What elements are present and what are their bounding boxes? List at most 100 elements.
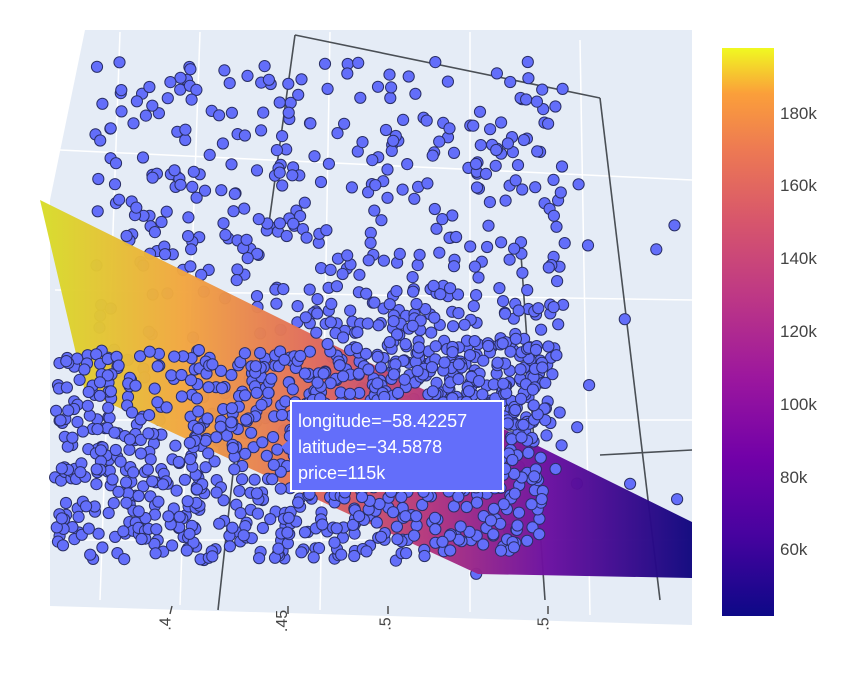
scatter-point[interactable]	[361, 317, 374, 330]
scatter-point[interactable]	[468, 335, 481, 348]
scatter-point[interactable]	[444, 544, 457, 557]
scatter-point[interactable]	[375, 214, 388, 227]
scatter-point[interactable]	[399, 510, 412, 523]
scatter-point[interactable]	[346, 518, 360, 532]
scatter-point[interactable]	[477, 354, 490, 367]
scatter-point[interactable]	[226, 442, 239, 455]
scatter-point[interactable]	[428, 311, 441, 324]
scatter-point[interactable]	[276, 130, 289, 143]
scatter-point[interactable]	[250, 290, 264, 303]
scatter-point[interactable]	[123, 443, 136, 456]
scatter-point[interactable]	[479, 167, 493, 180]
scatter-point[interactable]	[330, 522, 343, 535]
scatter-point[interactable]	[393, 247, 406, 260]
scatter-point[interactable]	[168, 350, 181, 363]
scatter-point[interactable]	[477, 538, 490, 551]
scatter-point[interactable]	[487, 502, 500, 515]
scatter-point[interactable]	[401, 158, 414, 171]
scatter-point[interactable]	[536, 361, 549, 374]
scatter-point[interactable]	[225, 416, 238, 429]
scatter-point[interactable]	[54, 414, 67, 427]
scatter-point[interactable]	[320, 224, 333, 237]
scatter-point[interactable]	[213, 517, 226, 530]
scatter-point[interactable]	[225, 368, 238, 382]
scatter-point[interactable]	[490, 67, 503, 80]
scatter-point[interactable]	[73, 373, 86, 386]
scatter-point[interactable]	[132, 505, 145, 518]
scatter-point[interactable]	[549, 100, 562, 113]
scatter-point[interactable]	[257, 106, 270, 119]
scatter-point[interactable]	[93, 376, 107, 389]
scatter-point[interactable]	[248, 473, 261, 486]
scatter-point[interactable]	[436, 213, 449, 226]
scatter-point[interactable]	[463, 525, 476, 539]
scatter-point[interactable]	[291, 300, 304, 313]
scatter-point[interactable]	[371, 80, 385, 93]
scatter-point[interactable]	[618, 313, 631, 326]
scatter-point[interactable]	[139, 109, 152, 122]
scatter-point[interactable]	[255, 398, 268, 411]
scatter-point[interactable]	[273, 96, 286, 109]
scatter-point[interactable]	[381, 191, 394, 204]
scatter-point[interactable]	[529, 181, 542, 194]
scatter-point[interactable]	[280, 229, 293, 243]
scatter-point[interactable]	[624, 477, 637, 490]
scatter-point[interactable]	[129, 379, 142, 392]
scatter-point[interactable]	[571, 421, 584, 434]
scatter-point[interactable]	[165, 369, 178, 382]
scatter-point[interactable]	[210, 486, 223, 499]
scatter-point[interactable]	[433, 246, 446, 259]
scatter-point[interactable]	[512, 506, 526, 519]
scatter-point[interactable]	[225, 402, 238, 415]
scatter-point[interactable]	[146, 99, 159, 112]
scatter-point[interactable]	[102, 506, 115, 520]
scatter-point[interactable]	[130, 201, 143, 214]
scatter-point[interactable]	[336, 267, 349, 281]
scatter-point[interactable]	[499, 307, 512, 320]
scatter-point[interactable]	[484, 514, 498, 527]
scatter-point[interactable]	[427, 279, 440, 292]
scatter-point[interactable]	[281, 526, 294, 539]
scatter-point[interactable]	[192, 344, 205, 357]
scatter-point[interactable]	[409, 87, 422, 100]
scatter-point[interactable]	[444, 282, 457, 295]
scatter-point[interactable]	[210, 431, 223, 444]
scatter-point[interactable]	[390, 285, 403, 298]
scatter-point[interactable]	[274, 482, 287, 495]
scatter-point[interactable]	[509, 174, 522, 187]
scatter-point[interactable]	[214, 420, 227, 433]
scatter-point[interactable]	[505, 433, 518, 446]
scatter-point[interactable]	[182, 211, 195, 224]
scatter-point[interactable]	[286, 383, 299, 396]
scatter-point[interactable]	[219, 228, 232, 241]
scatter-point[interactable]	[487, 528, 500, 541]
scatter-point[interactable]	[250, 164, 264, 177]
scatter-point[interactable]	[328, 536, 341, 549]
scatter-point[interactable]	[547, 209, 561, 222]
scatter-point[interactable]	[470, 496, 484, 509]
scatter-point[interactable]	[118, 553, 131, 566]
scatter-point[interactable]	[310, 326, 323, 339]
scatter-point[interactable]	[428, 202, 441, 216]
scatter-point[interactable]	[397, 113, 410, 127]
scatter-point[interactable]	[104, 385, 118, 398]
scatter-point[interactable]	[103, 411, 116, 424]
scatter-point[interactable]	[107, 497, 120, 510]
scatter-point[interactable]	[158, 248, 172, 261]
scatter-point[interactable]	[536, 83, 549, 96]
scatter-point[interactable]	[192, 422, 205, 435]
scatter-point[interactable]	[416, 498, 429, 512]
scatter-point[interactable]	[418, 549, 431, 563]
scatter-point[interactable]	[408, 529, 421, 542]
scatter-point[interactable]	[450, 230, 463, 244]
scatter-point[interactable]	[381, 163, 394, 176]
scatter-point[interactable]	[253, 552, 266, 565]
scatter-point[interactable]	[399, 338, 412, 351]
scatter-point[interactable]	[447, 260, 461, 273]
scatter-point[interactable]	[148, 226, 161, 239]
scatter-point[interactable]	[183, 527, 196, 540]
scatter-point[interactable]	[447, 320, 460, 333]
scatter-point[interactable]	[517, 133, 531, 147]
scatter-point[interactable]	[115, 84, 128, 97]
scatter-point[interactable]	[368, 204, 381, 217]
